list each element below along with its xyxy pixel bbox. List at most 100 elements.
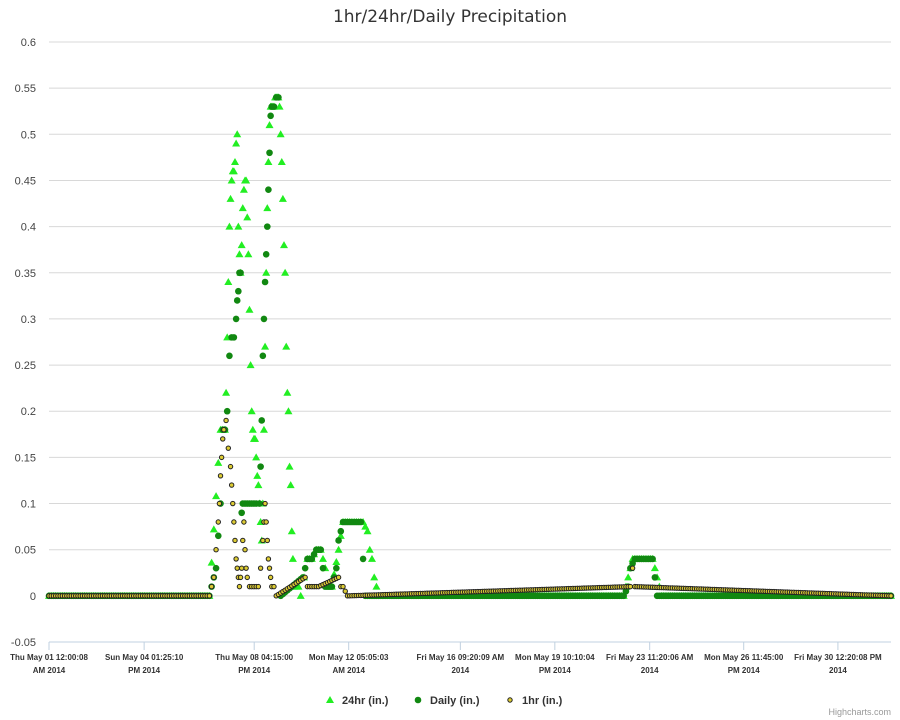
data-point[interactable] (276, 130, 285, 138)
data-point[interactable] (230, 158, 239, 165)
data-point[interactable] (259, 352, 267, 360)
data-point[interactable] (262, 251, 270, 258)
data-point[interactable] (217, 473, 224, 479)
data-point[interactable] (372, 582, 381, 590)
data-point[interactable] (238, 204, 247, 212)
legend-label[interactable]: 1hr (in.) (522, 695, 563, 707)
data-point[interactable] (277, 158, 286, 165)
data-point[interactable] (206, 593, 213, 599)
data-point[interactable] (257, 565, 264, 571)
data-point[interactable] (262, 268, 271, 276)
data-point[interactable] (359, 555, 367, 563)
data-point[interactable] (328, 583, 336, 590)
data-point[interactable] (254, 481, 263, 489)
data-point[interactable] (227, 463, 234, 470)
legend-item[interactable]: 1hr (in.) (507, 695, 563, 707)
data-point[interactable] (220, 436, 226, 442)
data-point[interactable] (234, 565, 240, 571)
data-point[interactable] (237, 269, 244, 277)
data-point[interactable] (414, 696, 422, 704)
data-point[interactable] (218, 454, 225, 461)
data-point[interactable] (260, 315, 268, 323)
data-point[interactable] (260, 537, 266, 544)
data-point[interactable] (332, 558, 341, 565)
data-point[interactable] (264, 158, 273, 165)
data-point[interactable] (294, 582, 303, 590)
data-point[interactable] (650, 564, 659, 572)
data-point[interactable] (319, 564, 327, 572)
data-point[interactable] (212, 564, 220, 572)
data-point[interactable] (209, 525, 218, 533)
data-point[interactable] (287, 527, 296, 535)
data-point[interactable] (271, 583, 277, 590)
data-point[interactable] (265, 121, 274, 129)
data-point[interactable] (244, 250, 253, 258)
data-point[interactable] (326, 696, 334, 703)
data-point[interactable] (283, 388, 292, 396)
data-point[interactable] (649, 555, 656, 563)
data-point[interactable] (232, 537, 238, 544)
data-point[interactable] (363, 527, 372, 535)
data-point[interactable] (888, 593, 894, 599)
data-point[interactable] (263, 223, 271, 230)
data-point[interactable] (267, 112, 274, 120)
legend-item[interactable]: Daily (in.) (414, 695, 480, 707)
data-point[interactable] (246, 361, 255, 369)
data-point[interactable] (243, 213, 252, 221)
data-point[interactable] (266, 149, 273, 157)
data-point[interactable] (261, 342, 270, 350)
data-point[interactable] (335, 574, 342, 581)
data-point[interactable] (262, 500, 268, 507)
data-point[interactable] (357, 518, 365, 526)
data-point[interactable] (251, 434, 260, 442)
data-point[interactable] (340, 583, 346, 590)
data-point[interactable] (212, 492, 221, 500)
data-point[interactable] (257, 463, 264, 470)
data-point[interactable] (301, 564, 309, 572)
data-point[interactable] (241, 519, 247, 525)
data-point[interactable] (226, 194, 235, 202)
data-point[interactable] (224, 278, 233, 285)
data-point[interactable] (280, 241, 289, 249)
data-point[interactable] (236, 583, 243, 590)
data-point[interactable] (237, 574, 244, 581)
data-point[interactable] (244, 574, 250, 581)
data-point[interactable] (624, 573, 633, 581)
data-point[interactable] (288, 554, 297, 562)
data-point[interactable] (214, 532, 222, 540)
data-point[interactable] (223, 417, 229, 424)
data-point[interactable] (237, 241, 246, 249)
data-point[interactable] (238, 565, 245, 571)
data-point[interactable] (242, 176, 251, 184)
data-point[interactable] (239, 185, 248, 193)
data-point[interactable] (234, 222, 243, 230)
data-point[interactable] (296, 591, 305, 599)
data-point[interactable] (207, 558, 216, 566)
data-point[interactable] (225, 222, 234, 230)
data-point[interactable] (211, 574, 217, 581)
data-point[interactable] (282, 342, 291, 350)
data-point[interactable] (240, 537, 246, 544)
legend-label[interactable]: 24hr (in.) (342, 695, 389, 707)
legend-item[interactable]: 24hr (in.) (326, 695, 389, 707)
data-point[interactable] (370, 573, 379, 581)
data-point[interactable] (255, 583, 262, 590)
data-point[interactable] (253, 471, 262, 479)
data-point[interactable] (231, 519, 237, 525)
data-point[interactable] (248, 425, 257, 433)
chart-credit[interactable]: Highcharts.com (828, 707, 891, 717)
data-point[interactable] (336, 531, 345, 539)
data-point[interactable] (335, 537, 342, 544)
data-point[interactable] (367, 554, 376, 562)
data-point[interactable] (627, 583, 634, 590)
data-point[interactable] (337, 527, 345, 535)
data-point[interactable] (284, 407, 293, 415)
data-point[interactable] (238, 509, 245, 517)
data-point[interactable] (265, 186, 272, 193)
data-point[interactable] (229, 167, 238, 175)
data-point[interactable] (245, 305, 254, 313)
data-point[interactable] (221, 426, 227, 433)
data-point[interactable] (228, 482, 235, 488)
data-point[interactable] (222, 388, 231, 396)
data-point[interactable] (333, 564, 340, 572)
